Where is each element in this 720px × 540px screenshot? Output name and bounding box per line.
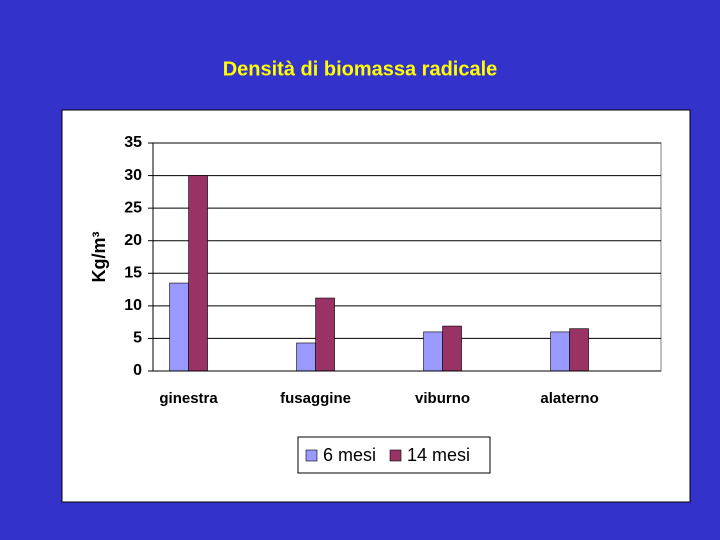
legend-label: 14 mesi xyxy=(407,445,470,465)
x-tick-label: fusaggine xyxy=(280,390,351,407)
x-tick-label: alaterno xyxy=(540,390,598,407)
y-tick-label: 30 xyxy=(124,167,142,184)
bar xyxy=(296,342,316,372)
chart-title: Densità di biomassa radicale xyxy=(223,58,498,80)
y-tick-label: 25 xyxy=(124,199,142,216)
y-tick-label: 35 xyxy=(124,134,142,151)
bar xyxy=(315,297,335,372)
y-tick-label: 10 xyxy=(124,297,142,314)
y-tick-label: 5 xyxy=(133,330,142,347)
x-tick-label: ginestra xyxy=(159,390,218,407)
bar xyxy=(442,325,462,372)
y-tick-label: 20 xyxy=(124,232,142,249)
bar xyxy=(569,328,589,372)
y-tick-label: 0 xyxy=(133,362,142,379)
bar xyxy=(188,175,208,372)
x-tick-label: viburno xyxy=(415,390,470,407)
bar xyxy=(169,282,189,372)
bar xyxy=(423,331,443,372)
bar xyxy=(550,331,570,372)
legend-swatch xyxy=(305,449,318,462)
legend-label: 6 mesi xyxy=(323,445,376,465)
y-axis-label: Kg/m³ xyxy=(89,232,109,283)
y-tick-label: 15 xyxy=(124,265,142,282)
legend-swatch xyxy=(389,449,402,462)
